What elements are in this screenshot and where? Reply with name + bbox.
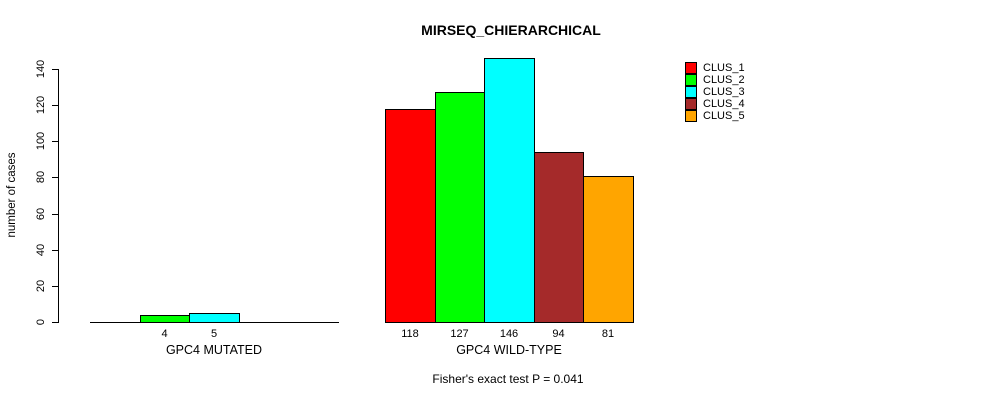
group-label: GPC4 WILD-TYPE [456, 343, 562, 357]
bar [189, 313, 240, 323]
bar-value-label: 146 [499, 328, 519, 340]
bar [534, 152, 584, 323]
y-tick-label: 0 [35, 318, 47, 326]
bar [140, 315, 190, 323]
y-tick-label: 60 [35, 207, 47, 221]
legend-swatch [685, 86, 697, 98]
legend-item: CLUS_2 [685, 74, 775, 87]
group-label: GPC4 MUTATED [165, 343, 263, 357]
y-axis-label: number of cases [6, 152, 18, 238]
y-axis-line [58, 69, 59, 323]
y-tick [52, 322, 58, 323]
legend-item: CLUS_5 [685, 110, 775, 123]
y-tick-label: 80 [35, 170, 47, 184]
legend-item: CLUS_1 [685, 62, 775, 75]
bar [435, 92, 485, 323]
bar-value-label: 94 [552, 328, 565, 340]
bar-value-label: 81 [601, 328, 615, 340]
bar [385, 109, 436, 323]
y-tick-label: 40 [35, 243, 47, 257]
y-tick [52, 250, 58, 251]
bar-value-label: 5 [210, 328, 218, 340]
legend-label: CLUS_5 [703, 110, 745, 122]
y-tick-label: 20 [35, 279, 47, 293]
y-tick [52, 105, 58, 106]
legend-swatch [685, 110, 697, 122]
y-tick [52, 69, 58, 70]
bar-value-label: 4 [161, 328, 168, 340]
y-tick-label: 140 [35, 59, 47, 79]
legend-swatch [685, 62, 697, 74]
bar [484, 58, 535, 323]
legend-swatch [685, 74, 697, 86]
legend-label: CLUS_4 [703, 98, 745, 110]
y-tick [52, 141, 58, 142]
y-tick-label: 100 [35, 131, 47, 151]
bar [583, 176, 634, 323]
bar-value-label: 118 [401, 328, 419, 340]
y-tick-label: 120 [35, 95, 47, 115]
stat-annotation: Fisher's exact test P = 0.041 [432, 372, 584, 386]
y-tick [52, 214, 58, 215]
legend-label: CLUS_3 [703, 86, 745, 98]
legend-label: CLUS_1 [703, 62, 745, 74]
legend-label: CLUS_2 [703, 74, 745, 86]
legend-item: CLUS_3 [685, 86, 775, 99]
legend-swatch [685, 98, 697, 110]
y-tick [52, 177, 58, 178]
legend-item: CLUS_4 [685, 98, 775, 111]
chart-title: MIRSEQ_CHIERARCHICAL [421, 22, 601, 38]
y-tick [52, 286, 58, 287]
bar-value-label: 127 [450, 328, 469, 340]
